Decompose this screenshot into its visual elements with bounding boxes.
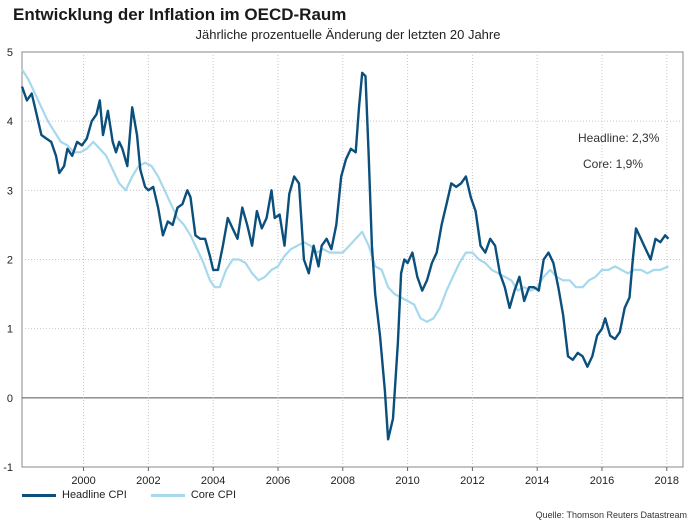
y-tick-label: 5 xyxy=(7,47,13,59)
legend-swatch-core xyxy=(150,493,185,497)
y-tick-label: 3 xyxy=(7,185,13,197)
legend-item-core: Core CPI xyxy=(150,489,237,501)
legend-swatch-headline xyxy=(22,493,56,497)
x-tick-label: 2012 xyxy=(460,475,484,487)
series-line-core-cpi xyxy=(21,68,669,323)
legend-label-headline: Headline CPI xyxy=(62,489,127,501)
x-tick-label: 2006 xyxy=(266,475,290,487)
headline-annotation: Headline: 2,3% xyxy=(578,131,660,145)
y-tick-label: 2 xyxy=(7,255,13,267)
y-tick-label: -1 xyxy=(3,462,13,474)
x-tick-label: 2010 xyxy=(395,475,419,487)
chart-legend: Headline CPI Core CPI xyxy=(22,489,260,501)
x-tick-label: 2018 xyxy=(655,475,679,487)
y-tick-label: 1 xyxy=(7,324,13,336)
core-annotation: Core: 1,9% xyxy=(583,157,644,171)
chart-title: Entwicklung der Inflation im OECD-Raum xyxy=(13,5,347,24)
chart-subtitle: Jährliche prozentuelle Änderung der letz… xyxy=(195,27,501,42)
y-tick-label: 4 xyxy=(7,116,13,128)
source-note: Quelle: Thomson Reuters Datastream xyxy=(535,510,687,520)
x-tick-label: 2014 xyxy=(525,475,549,487)
legend-label-core: Core CPI xyxy=(190,489,237,501)
x-tick-label: 2002 xyxy=(136,475,160,487)
x-tick-label: 2008 xyxy=(331,475,355,487)
y-tick-label: 0 xyxy=(7,393,13,405)
x-tick-label: 2000 xyxy=(71,475,95,487)
x-tick-label: 2004 xyxy=(201,475,225,487)
series-line-headline-cpi xyxy=(20,71,670,441)
legend-item-headline: Headline CPI xyxy=(22,489,127,501)
x-tick-label: 2016 xyxy=(590,475,614,487)
